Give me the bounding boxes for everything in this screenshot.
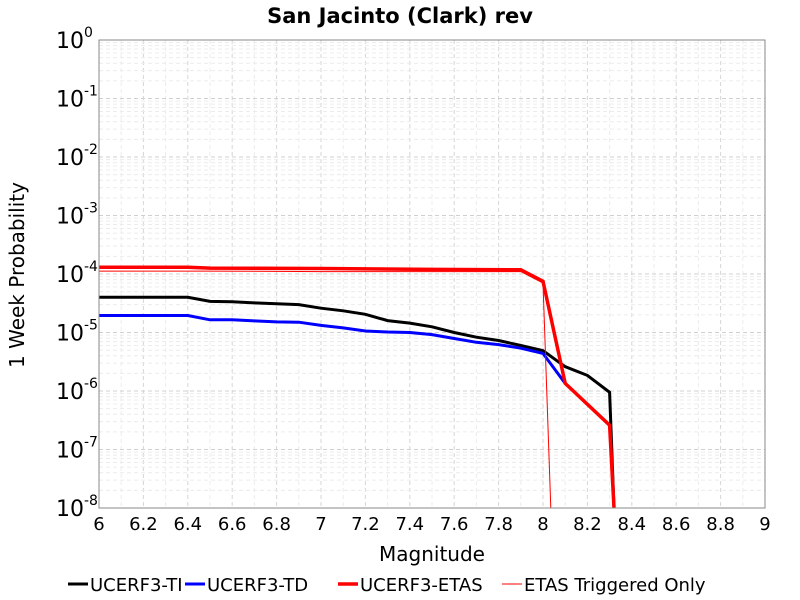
- x-tick-labels: 6 6.2 6.4 6.6 6.8 7 7.2 7.4 7.6 7.8 8 8.2 8.4 8.6 8.8 9: [93, 514, 770, 535]
- y-axis-label: 1 Week Probability: [5, 182, 29, 368]
- x-tick-label: 7: [315, 514, 326, 535]
- y-tick-label: 10-7: [56, 435, 98, 464]
- plot-frame: [98, 39, 766, 509]
- x-tick-label: 6.8: [262, 514, 291, 535]
- x-tick-label: 8.6: [662, 514, 691, 535]
- legend: UCERF3-TI UCERF3-TD UCERF3-ETAS ETAS Trigge…: [68, 575, 706, 596]
- x-tick-label: 7.4: [395, 514, 424, 535]
- x-tick-label: 8.2: [573, 514, 602, 535]
- series-line-2: [99, 265, 616, 509]
- series-layer: [99, 265, 616, 509]
- grid: [98, 40, 766, 509]
- y-tick-label: 100: [56, 25, 93, 54]
- x-tick-label: 9: [759, 514, 770, 535]
- y-tick-label: 10-3: [56, 201, 98, 230]
- legend-label-1: UCERF3-TD: [207, 575, 308, 596]
- x-tick-label: 7.6: [440, 514, 469, 535]
- chart-title: San Jacinto (Clark) rev: [267, 4, 533, 28]
- x-tick-label: 6.2: [129, 514, 158, 535]
- legend-label-0: UCERF3-TI: [90, 575, 183, 596]
- x-tick-label: 6.6: [218, 514, 247, 535]
- y-tick-label: 10-5: [56, 318, 98, 347]
- legend-label-3: ETAS Triggered Only: [524, 575, 706, 596]
- x-tick-label: 8: [537, 514, 548, 535]
- x-tick-label: 7.2: [351, 514, 380, 535]
- x-axis-label: Magnitude: [379, 542, 485, 566]
- y-tick-labels: 100 10-1 10-2 10-3 10-4 10-5 10-6 10-7 10-8: [56, 25, 98, 522]
- y-tick-label: 10-8: [56, 493, 98, 522]
- series-line-1: [99, 314, 567, 385]
- series-line-0: [99, 295, 616, 509]
- x-tick-label: 8.4: [617, 514, 646, 535]
- y-tick-label: 10-4: [56, 259, 98, 288]
- x-tick-label: 8.8: [706, 514, 735, 535]
- y-tick-label: 10-6: [56, 376, 98, 405]
- legend-label-2: UCERF3-ETAS: [360, 575, 483, 596]
- x-tick-label: 6: [93, 514, 104, 535]
- x-tick-label: 7.8: [484, 514, 513, 535]
- series-line-3: [99, 270, 552, 509]
- x-tick-label: 6.4: [173, 514, 202, 535]
- y-tick-label: 10-2: [56, 142, 98, 171]
- y-tick-label: 10-1: [56, 84, 98, 113]
